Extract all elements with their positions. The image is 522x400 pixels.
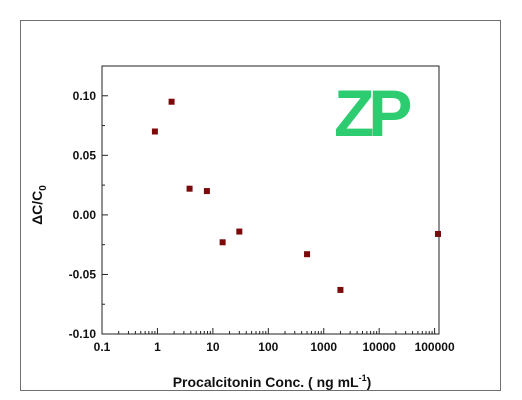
y-tick-label: 0.05 [73, 148, 97, 162]
x-axis-title: Procalcitonin Conc. ( ng mL-1) [173, 373, 372, 390]
x-tick-label: 1 [154, 340, 161, 354]
x-tick-label: 1000 [310, 340, 337, 354]
data-point [337, 286, 344, 293]
y-tick-label: -0.05 [69, 267, 97, 281]
x-axis-title-superscript: -1 [359, 373, 367, 383]
ticks-layer: 0.1 1 10 100 1000 10000 100000 0.10 0.05 0.00 -0.0… [69, 89, 455, 354]
data-point [168, 98, 175, 105]
data-point [219, 239, 226, 246]
data-point [236, 228, 243, 235]
y-axis-title-main: ΔC/C [29, 191, 45, 225]
y-axis-title: ΔC/C0 [29, 185, 49, 225]
data-point [304, 251, 311, 258]
y-tick-label: -0.10 [69, 327, 97, 341]
x-axis-title-suffix: ) [367, 374, 372, 390]
x-tick-label: 100 [258, 340, 278, 354]
y-tick-label: 0.00 [73, 208, 97, 222]
x-tick-label: 100000 [415, 340, 455, 354]
y-axis-title-subscript: 0 [38, 185, 49, 191]
x-axis-title-main: Procalcitonin Conc. ( ng mL [173, 374, 359, 390]
data-point [186, 185, 193, 192]
y-tick-label: 0.10 [73, 89, 97, 103]
x-tick-label: 0.1 [94, 340, 111, 354]
x-tick-label: 10 [206, 340, 220, 354]
points-layer [151, 98, 441, 293]
zp-logo: ZP [334, 76, 410, 150]
data-point [435, 230, 441, 237]
x-tick-label: 10000 [362, 340, 396, 354]
data-point [151, 128, 158, 135]
figure-frame [20, 20, 501, 391]
plot-frame [101, 65, 440, 335]
data-point [203, 188, 210, 195]
